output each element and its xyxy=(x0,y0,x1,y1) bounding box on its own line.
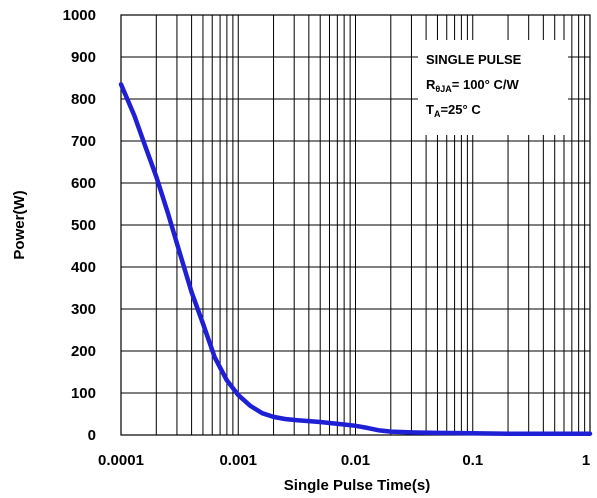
x-tick-label: 1 xyxy=(582,452,590,469)
annotation-ambient-temp: TA=25° C xyxy=(426,102,481,119)
y-tick-label: 1000 xyxy=(63,7,96,24)
y-tick-label: 300 xyxy=(71,301,96,318)
series xyxy=(118,82,593,436)
conditions-annotation: SINGLE PULSE RθJA= 100° C/W TA=25° C xyxy=(418,40,568,135)
annotation-r-symbol: R xyxy=(426,77,436,92)
x-axis-title: Single Pulse Time(s) xyxy=(284,477,430,494)
y-axis-title: Power(W) xyxy=(11,190,28,259)
x-tick-label: 0.0001 xyxy=(98,452,144,469)
series-line xyxy=(118,82,593,436)
annotation-thermal-resistance: RθJA= 100° C/W xyxy=(426,77,519,94)
x-tick-label: 0.001 xyxy=(219,452,257,469)
annotation-t-subscript: A xyxy=(434,109,441,119)
tick-labels: 0 100 200 300 400 500 600 700 800 900 1000 0.0001 0.… xyxy=(63,7,591,469)
annotation-t-symbol: T xyxy=(426,102,434,117)
annotation-background xyxy=(418,40,568,135)
y-tick-label: 400 xyxy=(71,259,96,276)
plot-frame xyxy=(120,14,591,436)
y-tick-label: 600 xyxy=(71,175,96,192)
y-tick-label: 100 xyxy=(71,385,96,402)
annotation-t-value: =25° C xyxy=(440,102,481,117)
y-tick-label: 0 xyxy=(88,427,96,444)
y-tick-label: 700 xyxy=(71,133,96,150)
annotation-single-pulse: SINGLE PULSE xyxy=(426,52,522,67)
x-tick-label: 0.01 xyxy=(341,452,370,469)
y-tick-label: 800 xyxy=(71,91,96,108)
y-tick-label: 500 xyxy=(71,217,96,234)
annotation-r-subscript: θJA xyxy=(435,84,452,94)
annotation-r-value: = 100° C/W xyxy=(452,77,520,92)
y-tick-label: 900 xyxy=(71,49,96,66)
y-tick-label: 200 xyxy=(71,343,96,360)
x-tick-label: 0.1 xyxy=(462,452,483,469)
